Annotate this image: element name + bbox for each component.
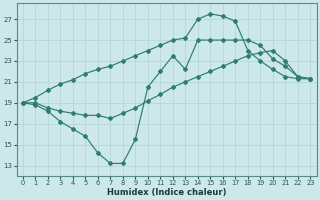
X-axis label: Humidex (Indice chaleur): Humidex (Indice chaleur) (107, 188, 226, 197)
